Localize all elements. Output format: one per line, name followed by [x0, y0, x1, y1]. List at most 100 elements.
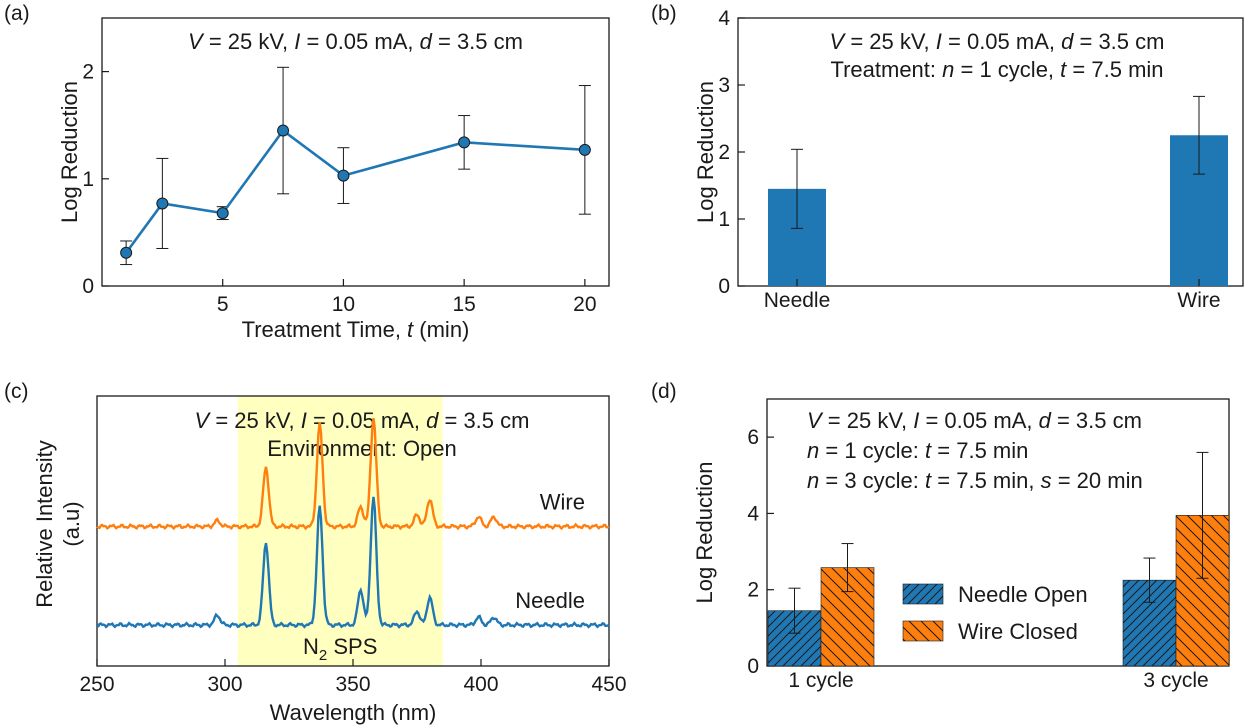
- plot-frame: [101, 17, 610, 287]
- annotation-line-seg: t: [925, 468, 932, 493]
- annotation-line-seg: V: [830, 29, 847, 54]
- y-axis-title: Relative Intensity: [32, 440, 57, 608]
- legend-label: Needle Open: [958, 582, 1088, 607]
- y-tick-label: 4: [718, 7, 730, 30]
- annotation-line-seg: t: [1060, 57, 1067, 82]
- annotation-line-seg: I: [294, 29, 300, 54]
- y-axis-title: Log Reduction: [693, 81, 718, 223]
- annotation-line-seg: = 0.05 mA,: [942, 29, 1061, 54]
- y-axis-title: (a.u): [59, 501, 84, 546]
- x-tick-label: 450: [591, 673, 626, 696]
- highlight-label-rest: SPS: [327, 634, 377, 659]
- annotation-line-seg: = 25 kV,: [844, 29, 936, 54]
- annotation-line-seg: V: [807, 408, 824, 433]
- highlight-label-sub: 2: [319, 647, 327, 664]
- x-axis-title: Wavelength (nm): [270, 700, 437, 725]
- panel-label: (d): [651, 380, 677, 403]
- annotation-line-seg: = 1 cycle:: [819, 438, 925, 463]
- annotation-line-seg: = 0.05 mA,: [307, 408, 426, 433]
- data-point: [337, 169, 350, 182]
- x-tick-label: 300: [207, 673, 242, 696]
- annotation-line: n = 1 cycle: t = 7.5 min: [807, 438, 1028, 463]
- x-tick-label: Needle: [764, 289, 831, 312]
- spectrum-line-needle: [96, 496, 610, 629]
- annotation-line-seg: = 0.05 mA,: [300, 29, 419, 54]
- annotation-line-seg: Treatment:: [830, 57, 942, 82]
- x-axis-title-seg: Treatment Time,: [242, 317, 407, 342]
- x-tick-label: Wire: [1177, 289, 1220, 312]
- panel-d: (d) 0 2 4 6 V = 25 kV, I = 0.05 mA, d = 3.5 c…: [651, 380, 1230, 692]
- panel-label: (a): [4, 2, 30, 25]
- annotation-line-seg: = 7.5 min: [931, 438, 1028, 463]
- series-line: [125, 128, 585, 254]
- y-axis-title: Log Reduction: [692, 462, 717, 604]
- annotation-line: Treatment: n = 1 cycle, t = 7.5 min: [830, 57, 1163, 82]
- data-point: [458, 136, 471, 149]
- x-tick-label: 3 cycle: [1143, 669, 1208, 692]
- x-tick-label: 20: [573, 293, 596, 316]
- annotation-line-seg: s: [1041, 468, 1052, 493]
- y-axis-title: Log Reduction: [57, 81, 82, 223]
- annotation-line-seg: = 3.5 cm: [1073, 29, 1164, 54]
- annotation-line-seg: = 3.5 cm: [438, 408, 529, 433]
- y-tick-label: 1: [718, 208, 730, 231]
- panel-a: (a) 5 10 15 20 0 1 2 V = 25 kV, I = 0.05 mA, d =…: [4, 2, 610, 342]
- data-point: [216, 207, 229, 220]
- x-axis-title: Treatment Time, t (min): [242, 317, 470, 342]
- x-tick-label: 400: [463, 673, 498, 696]
- y-tick-label: 2: [718, 141, 730, 164]
- legend-label: Wire Closed: [958, 619, 1078, 644]
- y-tick-label: 2: [82, 61, 94, 84]
- data-point: [120, 246, 133, 259]
- legend-swatch-hatch: [902, 583, 944, 605]
- panel-c: (c) 250 300 350 400 450 V = 25 kV, I = 0.05 mA…: [4, 380, 627, 725]
- x-axis-title-seg: t: [407, 317, 414, 342]
- x-tick-label: 10: [332, 293, 355, 316]
- y-tick-label: 6: [747, 426, 759, 449]
- annotation-line-seg: = 1 cycle,: [954, 57, 1060, 82]
- annotation-line-seg: = 3 cycle:: [819, 468, 925, 493]
- data-point: [156, 197, 169, 210]
- panel-label: (b): [651, 2, 677, 25]
- y-tick-label: 4: [747, 502, 759, 525]
- annotation-line-seg: = 7.5 min: [1066, 57, 1163, 82]
- annotation-line: Environment: Open: [267, 436, 457, 461]
- annotation-line: V = 25 kV, I = 0.05 mA, d = 3.5 cm: [195, 408, 530, 433]
- annotation-line-seg: I: [936, 29, 942, 54]
- annotation-line: V = 25 kV, I = 0.05 mA, d = 3.5 cm: [807, 408, 1142, 433]
- annotation-line-seg: n: [807, 468, 819, 493]
- legend-swatch-hatch: [902, 620, 944, 642]
- series-label-wire: Wire: [540, 490, 585, 515]
- highlight-label-base: N: [303, 634, 319, 659]
- x-axis-title-seg: Wavelength (nm): [270, 700, 437, 725]
- annotation-line-seg: Environment: Open: [267, 436, 457, 461]
- panel-label: (c): [4, 380, 29, 403]
- annotation-line: V = 25 kV, I = 0.05 mA, d = 3.5 cm: [188, 29, 523, 54]
- annotation-line-seg: = 25 kV,: [209, 408, 301, 433]
- x-tick-label: 350: [335, 673, 370, 696]
- annotation-line-seg: = 0.05 mA,: [919, 408, 1038, 433]
- spectrum-line-wire: [96, 418, 610, 531]
- annotation-line-seg: = 25 kV,: [822, 408, 914, 433]
- panel-b: (b) 0 1 2 3 4 V = 25 kV, I = 0.05 mA, d = 3.5 …: [651, 2, 1244, 312]
- annotation-line-seg: d: [426, 408, 439, 433]
- annotation-line-seg: n: [942, 57, 954, 82]
- annotation-line-seg: t: [925, 438, 932, 463]
- annotation-line-seg: I: [301, 408, 307, 433]
- annotation-line: n = 3 cycle: t = 7.5 min, s = 20 min: [807, 468, 1143, 493]
- x-tick-label: 1 cycle: [788, 669, 853, 692]
- series-label-needle: Needle: [515, 588, 585, 613]
- x-tick-label: 250: [79, 673, 114, 696]
- highlight-label: N2 SPS: [303, 634, 377, 664]
- annotation-line-seg: I: [913, 408, 919, 433]
- y-tick-label: 0: [718, 275, 730, 298]
- n2-sps-highlight: [237, 396, 443, 666]
- data-point: [578, 143, 591, 156]
- annotation-line-seg: = 7.5 min,: [931, 468, 1040, 493]
- annotation-line-seg: d: [1039, 408, 1052, 433]
- y-tick-label: 2: [747, 579, 759, 602]
- annotation-line-seg: d: [420, 29, 433, 54]
- annotation-line-seg: = 20 min: [1052, 468, 1143, 493]
- data-point: [277, 124, 290, 137]
